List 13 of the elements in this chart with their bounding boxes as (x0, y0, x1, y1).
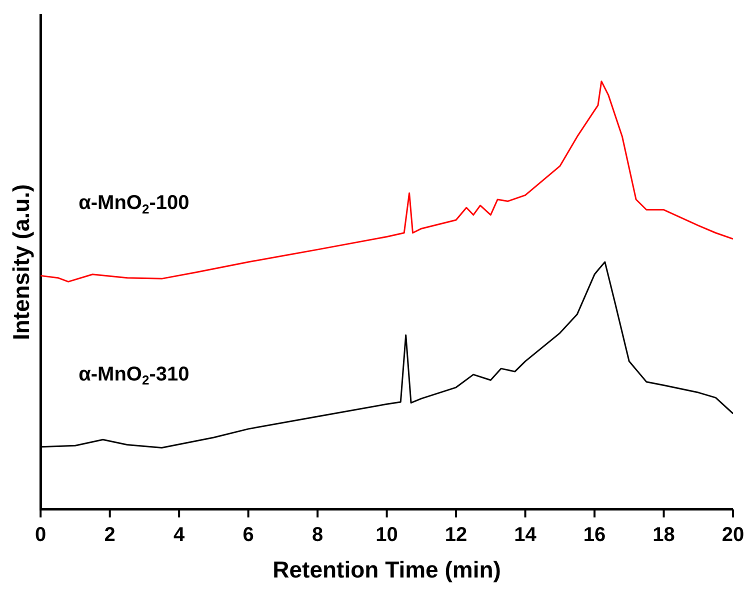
x-tick-label: 0 (35, 524, 46, 546)
x-tick-label: 14 (514, 524, 538, 546)
x-tick-label: 16 (583, 524, 606, 546)
x-tick-label: 18 (652, 524, 675, 546)
x-tick-label: 4 (174, 524, 186, 546)
x-tick-label: 12 (444, 524, 468, 546)
x-axis-title: Retention Time (min) (272, 556, 501, 583)
x-tick-label: 8 (312, 524, 324, 546)
x-tick-label: 2 (104, 524, 116, 546)
x-tick-label: 10 (376, 524, 398, 546)
x-tick-label: 20 (722, 524, 744, 546)
x-tick-label: 6 (242, 524, 254, 546)
y-axis-title: Intensity (a.u.) (8, 184, 34, 340)
